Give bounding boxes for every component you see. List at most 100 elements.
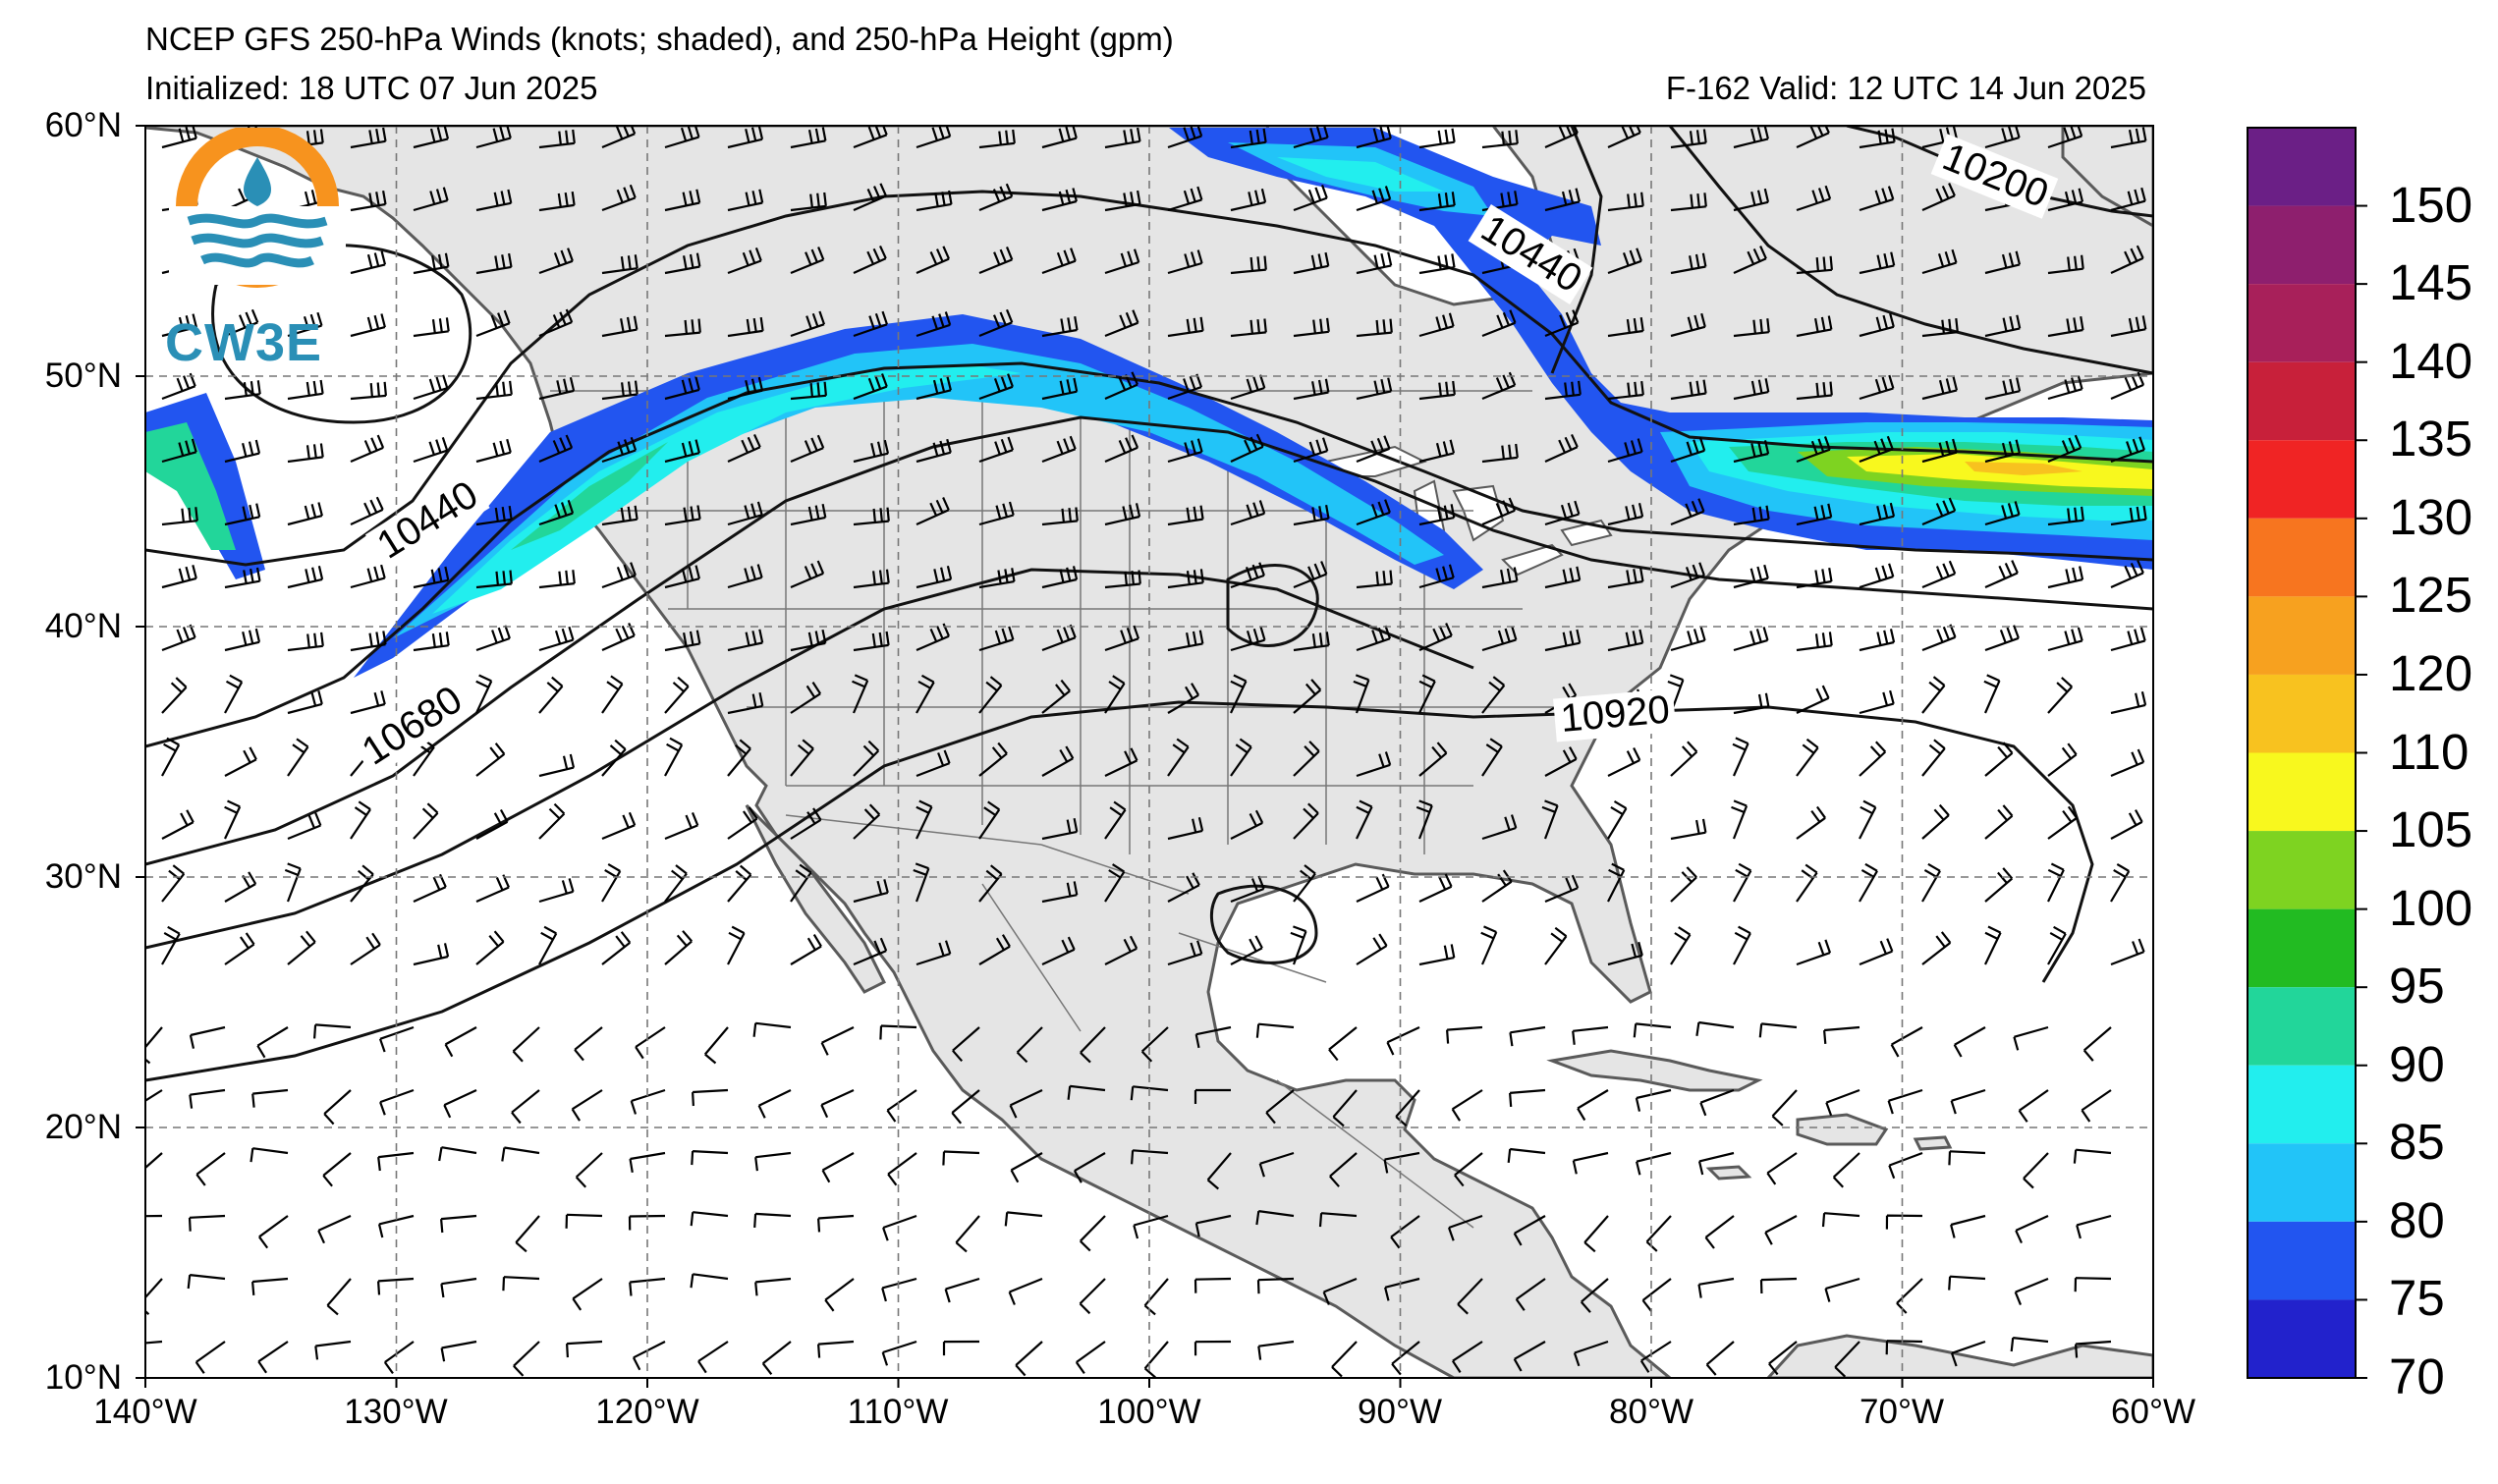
wind-barb <box>1572 1025 1609 1045</box>
wind-barb <box>853 740 880 777</box>
lat-label: 20°N <box>44 1108 122 1146</box>
wind-barb <box>2076 1214 2112 1239</box>
wind-barb <box>727 433 761 464</box>
wind-barb <box>1293 561 1328 589</box>
wind-barb <box>511 1089 540 1125</box>
wind-barb <box>601 126 637 149</box>
wind-barb <box>145 1278 163 1316</box>
wind-barb <box>727 501 763 526</box>
wind-barb <box>790 434 825 464</box>
wind-barb <box>1230 875 1265 904</box>
wind-barb <box>1293 679 1322 714</box>
wind-barb <box>881 1277 917 1302</box>
wind-barb <box>2047 566 2084 589</box>
wind-barb <box>1984 250 2022 275</box>
wind-barb <box>1293 505 1330 526</box>
wind-barb <box>379 1088 415 1116</box>
wind-barb <box>1859 862 1878 903</box>
wind-barb <box>886 1089 917 1123</box>
wind-barb <box>727 376 764 401</box>
wind-barb <box>538 626 575 652</box>
wind-barb <box>1015 1341 1043 1377</box>
wind-barb <box>145 1089 163 1103</box>
wind-barb <box>790 503 827 526</box>
wind-barb <box>1758 1022 1798 1038</box>
wind-barb <box>502 1276 540 1292</box>
wind-barb <box>538 308 574 338</box>
lon-label: 110°W <box>847 1393 949 1431</box>
wind-barb <box>817 1340 855 1358</box>
wind-barb <box>601 931 632 965</box>
wind-barb <box>2015 1214 2049 1244</box>
wind-barb <box>251 1277 289 1295</box>
wind-barb <box>978 568 1016 589</box>
wind-barb <box>161 624 196 652</box>
wind-barb <box>1639 1341 1672 1373</box>
colorbar-label: 95 <box>2389 958 2445 1015</box>
wind-barb <box>1544 126 1579 149</box>
wind-barb <box>224 674 244 714</box>
wind-barb <box>1104 625 1140 652</box>
wind-barb <box>413 126 450 149</box>
wind-barb <box>2013 1025 2049 1051</box>
wind-barb <box>1796 738 1819 777</box>
wind-barb <box>1573 1340 1609 1367</box>
wind-barb <box>1041 936 1076 965</box>
colorbar-label: 80 <box>2389 1191 2445 1248</box>
wind-barb <box>413 437 449 464</box>
wind-barb <box>323 1089 352 1126</box>
wind-barb <box>1041 377 1079 401</box>
wind-barb <box>1290 925 1307 965</box>
wind-barb <box>1230 188 1267 212</box>
colorbar-label: 130 <box>2389 488 2473 545</box>
wind-barb <box>1948 1275 1986 1291</box>
wind-barb <box>378 1025 415 1053</box>
wind-barb <box>1796 503 1833 526</box>
wind-barb <box>1796 315 1833 338</box>
wind-barb <box>1418 742 1448 777</box>
wind-barb <box>1515 1278 1546 1311</box>
wind-barb <box>881 1340 917 1366</box>
wind-barb <box>1104 434 1139 464</box>
wind-barb <box>145 1026 163 1065</box>
wind-barb <box>1356 625 1392 652</box>
wind-barb <box>258 1215 289 1249</box>
wind-barb <box>978 864 1003 903</box>
wind-barb <box>916 126 952 149</box>
wind-barb <box>1544 746 1578 777</box>
wind-barb <box>1733 188 1770 212</box>
wind-barb <box>1447 1214 1483 1241</box>
wind-barb <box>853 126 888 149</box>
wind-barb <box>1481 738 1503 777</box>
wind-barb <box>1513 1341 1546 1372</box>
wind-barb <box>1167 940 1203 966</box>
wind-barb <box>2047 126 2083 149</box>
wind-barb <box>1859 313 1895 338</box>
wind-barb <box>601 622 636 652</box>
wind-barb <box>1887 1088 1923 1115</box>
wind-barb <box>1885 1214 1923 1230</box>
wind-barb <box>1544 309 1580 338</box>
wind-barb <box>601 436 638 464</box>
wind-barb <box>1230 809 1264 840</box>
wind-barb <box>916 311 952 338</box>
wind-barb <box>1418 623 1453 652</box>
wind-barb <box>1041 316 1079 338</box>
wind-barb <box>1732 737 1749 777</box>
lon-label: 130°W <box>344 1393 448 1431</box>
wind-barb <box>538 878 575 904</box>
wind-barb <box>1796 255 1833 275</box>
wind-barb <box>538 191 576 212</box>
wind-barb <box>1386 1026 1420 1056</box>
wind-barb <box>978 742 1008 777</box>
wind-barb <box>574 1026 603 1062</box>
wind-barb <box>1859 374 1895 401</box>
wind-barb <box>630 1088 666 1115</box>
wind-barb <box>1041 745 1075 777</box>
wind-barb <box>692 1088 729 1107</box>
wind-barb <box>1796 381 1833 401</box>
wind-barb <box>1733 440 1770 464</box>
wind-barb <box>1356 251 1393 275</box>
wind-barb <box>1332 1089 1358 1127</box>
wind-barb <box>2110 862 2131 903</box>
